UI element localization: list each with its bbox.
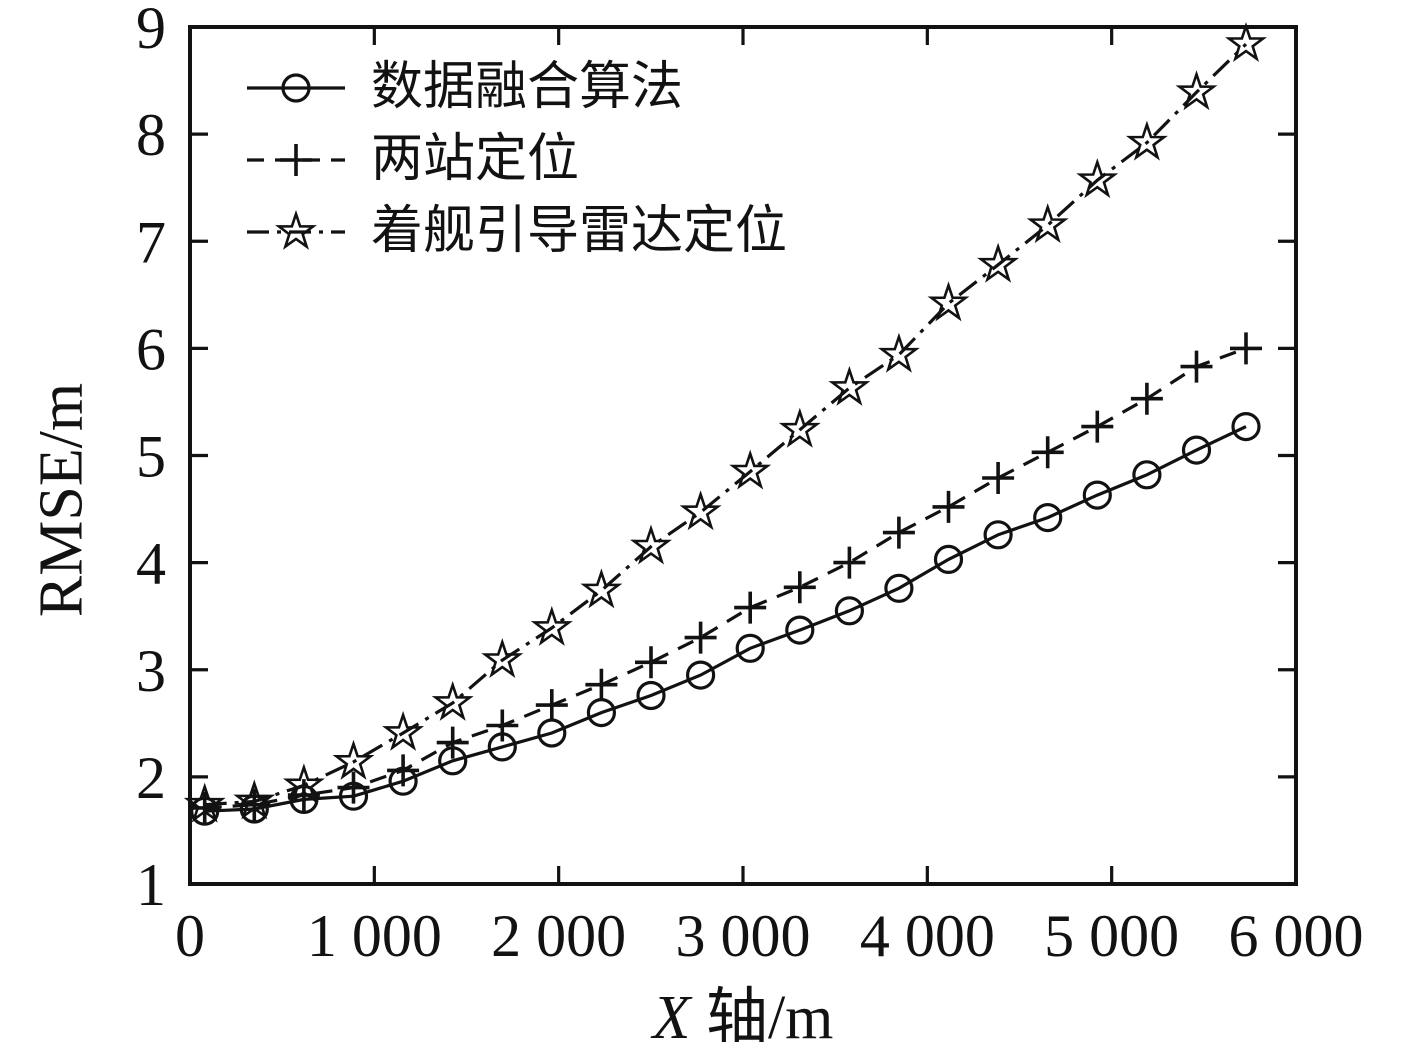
y-tick-label: 8 — [136, 102, 166, 168]
y-tick-label: 1 — [136, 852, 166, 918]
circle-marker — [933, 544, 964, 575]
star-marker — [382, 710, 425, 751]
plus-marker — [932, 490, 965, 523]
x-axis-title-variable: X — [652, 984, 691, 1042]
x-tick-label: 6 000 — [1229, 903, 1364, 969]
circle-marker — [636, 680, 666, 711]
star-marker — [1076, 158, 1119, 199]
plus-marker — [1031, 436, 1064, 469]
plus-marker — [337, 771, 370, 804]
star-marker — [183, 782, 226, 823]
series-plus — [188, 332, 1262, 824]
legend-label-landing-radar: 着舰引导雷达定位 — [371, 203, 788, 260]
legend: 数据融合算法 两站定位 着舰引导雷达定位 — [243, 52, 787, 268]
plus-marker — [585, 668, 618, 701]
circle-marker — [685, 660, 716, 690]
plus-marker — [238, 788, 271, 821]
plus-marker — [684, 621, 717, 654]
circle-marker — [834, 596, 865, 626]
series-star — [183, 21, 1267, 823]
y-tick-label: 3 — [136, 638, 166, 704]
legend-item-two-station: 两站定位 — [243, 124, 787, 196]
circle-marker — [884, 573, 914, 603]
plus-marker — [635, 646, 667, 679]
star-marker — [530, 605, 573, 646]
x-tick-label: 0 — [175, 903, 205, 969]
legend-item-landing-radar: 着舰引导雷达定位 — [243, 196, 787, 268]
star-marker — [828, 365, 871, 406]
star-marker — [332, 739, 375, 780]
circle-marker — [1082, 480, 1112, 510]
series-line-2 — [204, 42, 1248, 807]
y-tick-label: 5 — [136, 424, 166, 490]
star-marker — [431, 680, 474, 721]
series-circle — [190, 412, 1261, 826]
circle-marker — [1132, 460, 1162, 490]
series-line-0 — [204, 425, 1247, 813]
plus-marker — [882, 516, 915, 549]
plus-marker — [188, 791, 221, 824]
x-tick-label: 1 000 — [307, 903, 442, 969]
y-tick-label: 2 — [136, 745, 166, 811]
circle-marker — [785, 615, 815, 645]
star-marker — [679, 490, 722, 531]
star-marker — [927, 281, 970, 322]
star-marker — [1125, 120, 1168, 161]
plus-marker — [783, 571, 816, 604]
circle-marker — [1033, 502, 1063, 533]
plus-marker — [486, 709, 519, 742]
plus-marker — [982, 462, 1015, 494]
plus-marker — [1130, 382, 1163, 415]
x-tick-label: 3 000 — [676, 903, 811, 969]
x-tick-label: 4 000 — [860, 903, 995, 969]
y-tick-label: 9 — [136, 0, 166, 61]
circle-marker — [735, 633, 765, 663]
star-marker — [1175, 70, 1218, 111]
plus-marker — [1230, 332, 1262, 365]
star-marker — [481, 637, 524, 679]
plus-marker — [280, 144, 312, 176]
x-tick-label: 5 000 — [1044, 903, 1179, 969]
circle-marker — [281, 73, 311, 103]
star-marker — [282, 763, 325, 804]
y-tick-label: 6 — [136, 316, 166, 382]
x-tick-label: 2 000 — [491, 903, 626, 969]
circle-marker — [1181, 435, 1212, 465]
star-marker — [580, 568, 623, 609]
star-marker — [1225, 21, 1267, 63]
star-marker — [630, 524, 672, 565]
plus-marker — [535, 689, 568, 722]
dashed-line-plus-marker-sample — [247, 144, 345, 176]
x-axis-title-unit: 轴/m — [690, 984, 834, 1042]
dashdot-line-star-marker-sample — [247, 210, 345, 250]
legend-label-data-fusion: 数据融合算法 — [371, 59, 684, 116]
plus-marker — [1081, 410, 1114, 443]
y-tick-label: 7 — [136, 209, 166, 275]
star-marker — [1026, 203, 1069, 244]
star-marker — [275, 210, 317, 250]
plus-marker — [387, 754, 420, 787]
circle-marker — [1231, 412, 1261, 442]
circle-marker — [983, 520, 1013, 550]
x-axis-title: X 轴/m — [190, 966, 1296, 1042]
plus-marker — [436, 726, 469, 759]
legend-item-data-fusion: 数据融合算法 — [243, 52, 787, 124]
star-marker — [729, 449, 772, 490]
plus-marker — [734, 591, 767, 624]
star-marker — [778, 407, 821, 448]
solid-line-circle-marker-sample — [247, 73, 345, 103]
y-axis-title: RMSE/m — [27, 382, 96, 618]
y-tick-label: 4 — [136, 531, 166, 597]
star-marker — [977, 242, 1020, 283]
plus-marker — [1180, 350, 1213, 383]
series-line-1 — [204, 346, 1247, 810]
plus-marker — [833, 546, 866, 579]
star-marker — [233, 779, 276, 820]
star-marker — [877, 332, 920, 373]
legend-label-two-station: 两站定位 — [371, 131, 580, 188]
